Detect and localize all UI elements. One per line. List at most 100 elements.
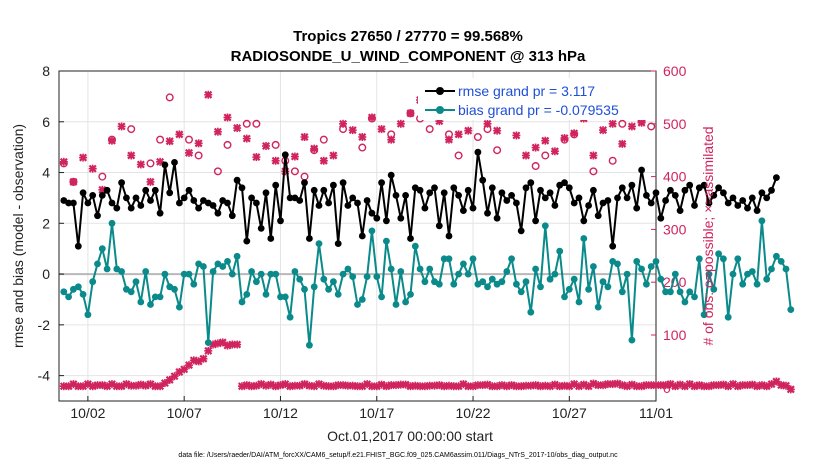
bias-point [763, 275, 771, 283]
y-tick-label: -4 [38, 368, 51, 384]
rmse-point [147, 197, 154, 204]
rmse-point [387, 171, 395, 179]
rmse-point [508, 192, 515, 199]
bias-point [262, 291, 270, 298]
obs-assimilated-point [175, 130, 184, 139]
obs-possible-point [98, 172, 107, 181]
bias-point [330, 278, 337, 286]
rmse-point [541, 194, 549, 202]
bias-point [695, 255, 703, 263]
y2-tick-label: 500 [663, 116, 687, 132]
bias-point [373, 273, 381, 280]
obs-assimilated-point [165, 137, 174, 146]
bias-point [238, 298, 246, 306]
footnote: data file: /Users/raeder/DAI/ATM_forcXX/… [178, 452, 618, 459]
obs-possible-point [387, 130, 396, 139]
bias-point [402, 298, 409, 306]
rmse-point [652, 189, 660, 197]
obs-possible-point [367, 114, 376, 123]
bias-point [315, 240, 323, 248]
bias-point [753, 280, 761, 288]
bias-point [277, 293, 284, 301]
rmse-point [763, 194, 771, 202]
rmse-point [103, 186, 111, 194]
bias-point [387, 265, 395, 273]
obs-assimilated-point [262, 141, 271, 150]
rmse-point [344, 202, 352, 209]
rmse-point [657, 214, 665, 222]
rmse-point [156, 209, 164, 217]
rmse-point [214, 209, 222, 217]
bias-point [676, 288, 684, 296]
bias-point [147, 301, 154, 308]
rmse-point [421, 204, 429, 212]
x-tick-label: 10/07 [167, 405, 202, 421]
obs-possible-point [271, 140, 280, 149]
legend-box [418, 78, 652, 120]
y2-axis-label: # of obs: o=possible; ×=assimilated [700, 126, 716, 345]
rmse-point [609, 242, 617, 250]
obs-possible-point [541, 151, 550, 160]
rmse-point [744, 204, 751, 212]
bias-point [233, 252, 241, 260]
bias-point [652, 258, 660, 265]
obs-assimilated-point [204, 90, 213, 99]
rmse-point [373, 214, 381, 222]
bias-point [171, 285, 178, 293]
x-axis: 10/02 10/07 10/12 10/17 10/22 10/27 11/01 [70, 396, 673, 421]
bias-point [435, 280, 443, 288]
obs-assimilated-point [599, 126, 608, 135]
y-axis-right: 0100200300400500600 [651, 63, 687, 396]
bias-point [570, 275, 578, 283]
legend-rmse-marker [436, 87, 444, 95]
bias-point [301, 285, 308, 293]
bias-point [599, 278, 607, 286]
y2-tick-label: 600 [663, 63, 687, 79]
obs-assimilated-point [252, 153, 261, 162]
obs-possible-point [146, 159, 155, 168]
bias-point [508, 255, 515, 263]
bias-point [503, 268, 511, 275]
obs-possible-point [560, 135, 569, 144]
rmse-point [277, 217, 284, 225]
bias-point [253, 278, 260, 286]
bias-point [267, 270, 275, 278]
obs-assimilated-point [541, 136, 550, 145]
rmse-point [676, 207, 684, 215]
bias-point [363, 273, 371, 280]
bias-point [94, 260, 101, 268]
rmse-point [724, 199, 732, 207]
bias-point [310, 283, 318, 291]
obs-assimilated-point [550, 147, 559, 156]
rmse-point [522, 184, 530, 192]
obs-possible-point [454, 151, 463, 160]
rmse-point [113, 204, 121, 212]
x-axis-label: Oct.01,2017 00:00:00 start [327, 428, 493, 444]
y-tick-label: 2 [42, 215, 50, 231]
rmse-point [590, 186, 597, 194]
bias-point [421, 278, 429, 286]
bias-point [773, 252, 780, 260]
chart-title: Tropics 27650 / 27770 = 99.568% [293, 28, 523, 45]
y2-tick-label: 400 [663, 169, 687, 185]
rmse-point [440, 189, 448, 197]
obs-assimilated-point [194, 139, 203, 148]
bias-point [729, 270, 737, 278]
obs-assimilated-point [348, 126, 357, 135]
rmse-point [325, 199, 332, 207]
rmse-point [450, 184, 458, 192]
rmse-point [132, 194, 140, 202]
rmse-point [667, 186, 674, 194]
rmse-point [565, 184, 573, 192]
rmse-point [416, 186, 424, 194]
rmse-point [378, 179, 385, 187]
rmse-point [513, 199, 520, 207]
bias-point [618, 288, 626, 296]
rmse-point [161, 161, 169, 169]
rmse-point [628, 181, 636, 189]
bias-point [228, 270, 236, 278]
rmse-point [195, 204, 203, 212]
rmse-point [363, 197, 371, 204]
bias-point [344, 265, 352, 273]
rmse-point [773, 174, 780, 182]
